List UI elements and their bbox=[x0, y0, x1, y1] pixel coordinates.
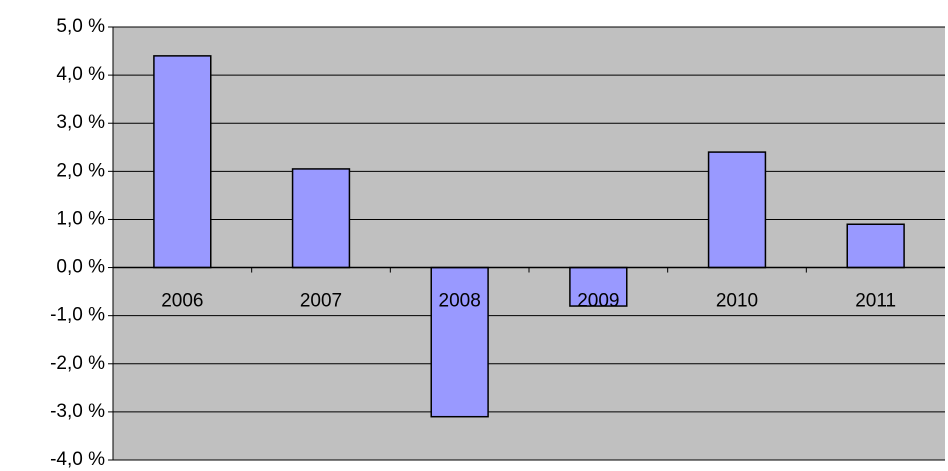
y-tick-label: 1,0 % bbox=[56, 208, 105, 229]
bar bbox=[846, 223, 905, 269]
bar bbox=[430, 266, 489, 418]
y-tick-label: 5,0 % bbox=[56, 16, 105, 37]
y-tick-label: -4,0 % bbox=[50, 449, 105, 470]
y-tick-label: 0,0 % bbox=[56, 257, 105, 278]
y-tick-label: 2,0 % bbox=[56, 160, 105, 181]
y-tick-label: 3,0 % bbox=[56, 112, 105, 133]
x-tick-label: 2006 bbox=[161, 291, 203, 312]
x-tick-label: 2007 bbox=[300, 291, 342, 312]
bar bbox=[153, 55, 212, 269]
y-tick-label: -1,0 % bbox=[50, 305, 105, 326]
bar bbox=[291, 168, 351, 269]
y-tick-label: -2,0 % bbox=[50, 353, 105, 374]
x-tick-label: 2010 bbox=[716, 291, 758, 312]
y-tick-label: -3,0 % bbox=[50, 401, 105, 422]
x-tick-label: 2009 bbox=[577, 291, 619, 312]
plot-area bbox=[113, 27, 945, 460]
y-tick-label: 4,0 % bbox=[56, 64, 105, 85]
x-tick-label: 2011 bbox=[855, 291, 896, 312]
x-tick-label: 2008 bbox=[439, 291, 481, 312]
bar bbox=[707, 151, 767, 269]
bar bbox=[569, 266, 628, 307]
